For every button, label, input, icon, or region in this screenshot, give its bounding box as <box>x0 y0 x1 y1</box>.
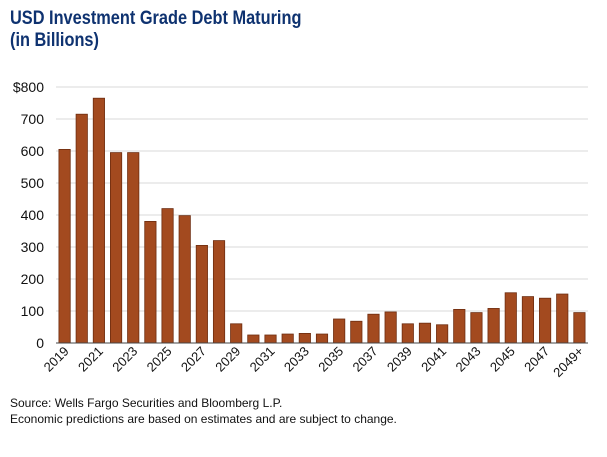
bar-2025 <box>161 208 174 344</box>
y-tick-label: $800 <box>13 79 44 95</box>
bar-2045 <box>504 292 517 344</box>
bar-2030 <box>247 334 260 344</box>
bar-2044 <box>487 308 500 344</box>
y-axis-tick-labels: 0 100 200 300 400 500 600 700 $800 <box>13 79 44 351</box>
x-tick-label: 2027 <box>178 344 209 375</box>
bar-2019 <box>58 148 71 344</box>
bar-2024 <box>144 220 157 344</box>
y-tick-label: 200 <box>21 271 45 287</box>
y-tick-label: 400 <box>21 207 45 223</box>
y-tick-label: 700 <box>21 111 45 127</box>
y-tick-label: 600 <box>21 143 45 159</box>
y-tick-label: 0 <box>36 335 44 351</box>
bar-2023 <box>127 152 140 344</box>
chart-title-line-2: (in Billions) <box>10 30 99 51</box>
bar-2028 <box>212 240 226 344</box>
x-tick-label: 2049+ <box>550 344 586 380</box>
bar-2033 <box>298 332 311 344</box>
x-tick-label: 2041 <box>418 344 449 375</box>
bar-2020 <box>75 113 88 344</box>
x-tick-label: 2047 <box>521 344 552 375</box>
x-tick-label: 2035 <box>315 344 346 375</box>
x-tick-label: 2043 <box>453 344 484 375</box>
bar-2034 <box>315 333 329 344</box>
bar-2039 <box>401 323 414 344</box>
y-tick-label: 500 <box>21 175 45 191</box>
chart-title-line-1: USD Investment Grade Debt Maturing <box>10 8 302 29</box>
bar-2031 <box>264 334 277 344</box>
bar-2027 <box>195 244 208 344</box>
bar-2047 <box>539 297 552 344</box>
x-axis-tick-labels: 2019 2021 2023 2025 2027 2029 2031 2033 2035 2037… <box>41 344 587 380</box>
bar-2029 <box>230 323 243 344</box>
x-tick-label: 2023 <box>109 344 140 375</box>
disclaimer-note: Economic predictions are based on estima… <box>10 412 397 426</box>
bar-2035 <box>333 318 346 344</box>
bar-2041 <box>436 324 449 344</box>
x-tick-label: 2031 <box>247 344 278 375</box>
chart-footnote: Source: Wells Fargo Securities and Bloom… <box>10 395 397 427</box>
bar-2036 <box>350 320 363 344</box>
source-note: Source: Wells Fargo Securities and Bloom… <box>10 396 283 410</box>
bar-2038 <box>384 311 397 344</box>
bar-2043 <box>470 312 483 344</box>
bars <box>58 97 586 344</box>
bar-2022 <box>110 152 123 344</box>
bar-2042 <box>453 308 466 344</box>
bar-2037 <box>367 313 380 344</box>
x-tick-label: 2039 <box>384 344 415 375</box>
bar-2049+ <box>573 312 586 344</box>
x-tick-label: 2019 <box>41 344 72 375</box>
y-tick-label: 100 <box>21 303 45 319</box>
x-tick-label: 2021 <box>75 344 106 375</box>
bar-2048 <box>556 293 569 344</box>
x-tick-label: 2033 <box>281 344 312 375</box>
bar-2021 <box>92 97 105 344</box>
x-tick-label: 2037 <box>350 344 381 375</box>
y-tick-label: 300 <box>21 239 45 255</box>
bar-2032 <box>281 333 294 344</box>
bar-2046 <box>521 296 534 344</box>
x-tick-label: 2029 <box>212 344 243 375</box>
x-tick-label: 2025 <box>144 344 175 375</box>
bar-2026 <box>178 215 191 344</box>
bar-2040 <box>418 322 432 344</box>
x-tick-label: 2045 <box>487 344 518 375</box>
chart-title: USD Investment Grade Debt Maturing (in B… <box>10 8 301 52</box>
